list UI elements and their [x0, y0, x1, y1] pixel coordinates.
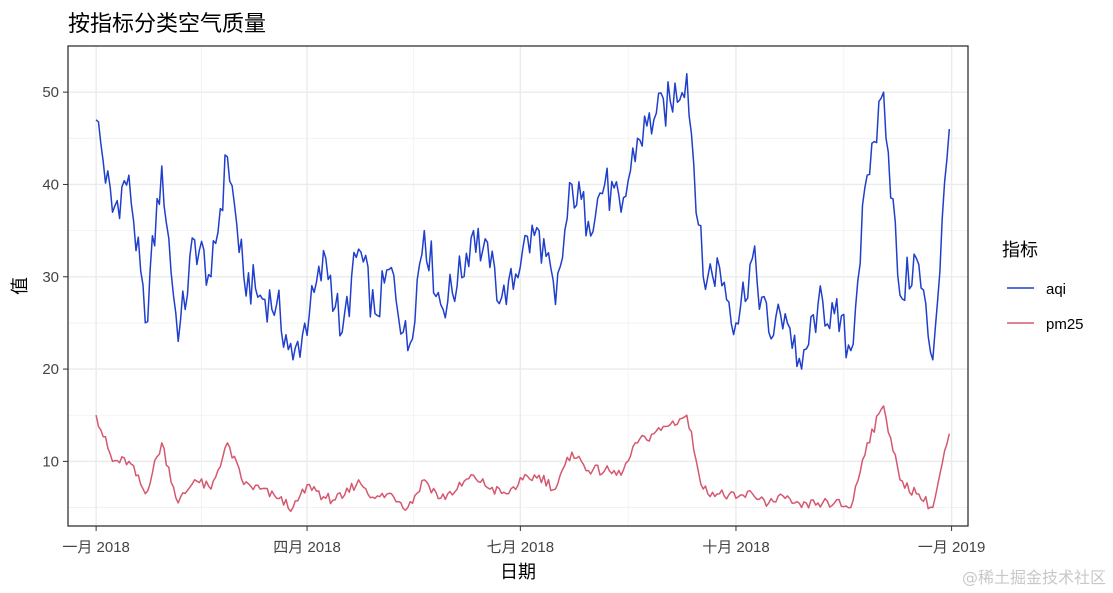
y-tick-label: 20	[42, 361, 59, 378]
series-lines	[95, 72, 951, 513]
legend-label-pm25: pm25	[1046, 316, 1084, 333]
x-axis: 一月 2018 四月 2018 七月 2018 十月 2018 一月 2019	[62, 526, 985, 556]
y-tick-label: 50	[42, 84, 59, 101]
x-tick-label: 一月 2018	[62, 539, 130, 556]
x-tick-label: 十月 2018	[702, 539, 770, 556]
series-line-pm25	[95, 405, 951, 513]
plot-border	[67, 45, 969, 527]
y-tick-label: 10	[42, 453, 59, 470]
chart-title: 按指标分类空气质量	[68, 12, 266, 37]
y-tick-label: 30	[42, 269, 59, 286]
x-tick-label: 一月 2019	[918, 539, 986, 556]
plot-panel	[68, 46, 968, 526]
legend: 指标 aqi pm25	[1002, 240, 1084, 333]
x-tick-label: 七月 2018	[487, 539, 555, 556]
y-axis-title: 值	[10, 277, 31, 295]
x-axis-title: 日期	[500, 562, 536, 583]
watermark: @稀土掘金技术社区	[962, 568, 1106, 587]
x-tick-label: 四月 2018	[273, 539, 341, 556]
legend-label-aqi: aqi	[1046, 281, 1066, 298]
series-line-aqi	[95, 72, 951, 370]
y-axis: 10 20 30 40 50	[42, 84, 68, 470]
grid	[68, 46, 968, 526]
y-tick-label: 40	[42, 176, 59, 193]
legend-title: 指标	[1002, 240, 1038, 261]
